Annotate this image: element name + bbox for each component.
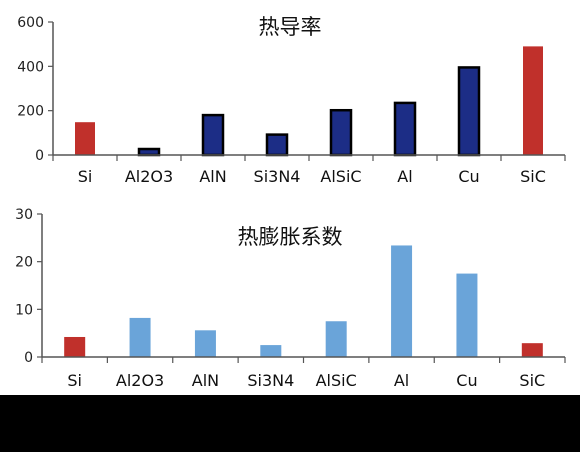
x-category-label: SiC	[519, 371, 545, 390]
x-category-label: Si	[67, 371, 82, 390]
y-tick-label: 30	[15, 207, 33, 223]
bar-si3n4	[260, 345, 282, 357]
bar-cu	[456, 273, 478, 357]
x-category-label: Al2O3	[125, 167, 173, 186]
chart-title: 热导率	[259, 15, 322, 39]
x-category-label: Si	[78, 167, 93, 186]
bar-sic	[521, 343, 543, 357]
bar-alsic	[329, 108, 353, 157]
x-category-label: Cu	[458, 167, 479, 186]
y-tick-label: 0	[35, 148, 44, 164]
y-tick-label: 600	[17, 15, 44, 31]
bar-aln	[201, 113, 225, 157]
x-category-label: Si3N4	[247, 371, 294, 390]
bottom-band	[0, 395, 580, 452]
bar-al	[391, 245, 413, 357]
bar-al	[393, 101, 417, 157]
x-category-label: AlN	[199, 167, 226, 186]
y-tick-label: 0	[24, 350, 33, 366]
bar-alsic	[325, 321, 347, 357]
y-tick-label: 200	[17, 104, 44, 120]
y-tick-label: 20	[15, 255, 33, 271]
bar-aln	[194, 330, 216, 357]
bar-si	[64, 336, 86, 357]
bar-cu	[457, 66, 481, 157]
bar-al2o3	[137, 147, 161, 157]
x-category-label: Al2O3	[116, 371, 164, 390]
y-tick-label: 10	[15, 302, 33, 318]
bar-si	[75, 122, 95, 155]
x-category-label: SiC	[520, 167, 546, 186]
chart-title: 热膨胀系数	[238, 225, 343, 249]
bar-si3n4	[265, 133, 289, 157]
x-category-label: Al	[394, 371, 409, 390]
bar-sic	[523, 46, 543, 156]
thermal-conductivity-chart: 热导率 0 200 400 600 Si Al2O3 AlN Si3N4 AlSiC Al Cu S…	[17, 15, 566, 186]
x-category-label: AlSiC	[316, 371, 357, 390]
x-category-label: AlN	[192, 371, 219, 390]
x-category-label: Si3N4	[254, 167, 301, 186]
x-category-label: Cu	[456, 371, 477, 390]
y-tick-label: 400	[17, 59, 44, 75]
bar-al2o3	[129, 317, 151, 357]
x-category-label: AlSiC	[320, 167, 361, 186]
x-category-label: Al	[397, 167, 412, 186]
thermal-expansion-chart: 热膨胀系数 0 10 20 30 Si Al2O3 AlN Si3N4 AlSiC Al Cu Si…	[15, 207, 566, 390]
